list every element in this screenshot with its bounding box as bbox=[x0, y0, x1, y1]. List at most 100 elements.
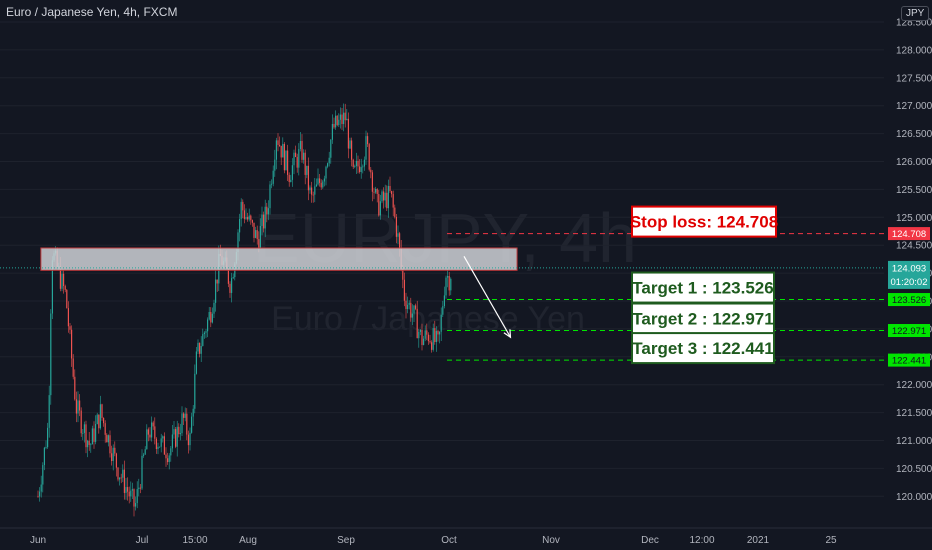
candle-body bbox=[170, 448, 172, 456]
candle-body bbox=[232, 277, 234, 279]
currency-badge[interactable]: JPY bbox=[901, 6, 930, 21]
candle-body bbox=[88, 440, 90, 445]
candle-body bbox=[191, 416, 193, 433]
candle-body bbox=[405, 300, 407, 310]
price-tick-label: 127.000 bbox=[896, 101, 932, 112]
candle-body bbox=[155, 438, 157, 450]
candle-body bbox=[216, 279, 218, 284]
candle-body bbox=[359, 166, 361, 172]
candle-body bbox=[63, 273, 65, 286]
time-axis[interactable]: Jun Jul 15:00 Aug Sep Oct Nov Dec 12:00 2021 25 bbox=[0, 527, 932, 546]
target-box-1 bbox=[631, 271, 775, 304]
candle-body bbox=[355, 160, 357, 166]
candle-body bbox=[378, 194, 380, 216]
candle-body bbox=[341, 114, 343, 125]
target-box-3 bbox=[631, 332, 775, 365]
candle-body bbox=[330, 139, 332, 158]
candle-body bbox=[402, 266, 404, 280]
projection-arrow bbox=[463, 256, 512, 338]
candle-body bbox=[391, 191, 393, 195]
candle-body bbox=[154, 426, 156, 439]
candle-body bbox=[371, 172, 373, 192]
candle-body bbox=[362, 166, 364, 168]
candle-body bbox=[207, 319, 209, 332]
candle-body bbox=[50, 313, 52, 396]
candle-body bbox=[386, 192, 388, 209]
candle-body bbox=[127, 487, 129, 492]
projection-arrow-head bbox=[503, 329, 512, 339]
candle-body bbox=[47, 427, 49, 448]
time-tick-label: Sep bbox=[337, 535, 355, 546]
candle-body bbox=[323, 178, 325, 182]
time-tick-label: 12:00 bbox=[689, 535, 714, 546]
candle-body bbox=[123, 469, 125, 493]
candle-body bbox=[295, 152, 297, 158]
candle-body bbox=[322, 181, 324, 188]
candle-body bbox=[248, 215, 250, 220]
candle-body bbox=[179, 433, 181, 435]
candle-body bbox=[315, 184, 317, 187]
candle-body bbox=[261, 214, 263, 226]
candle-body bbox=[399, 233, 401, 249]
stop-loss-label: Stop loss: 124.708 bbox=[630, 213, 778, 232]
candle-body bbox=[431, 342, 433, 350]
price-tag-label: 124.708 bbox=[892, 229, 926, 240]
price-tick-label: 127.500 bbox=[896, 73, 932, 84]
candle-body bbox=[205, 331, 207, 333]
candle-body bbox=[138, 487, 140, 490]
candle-body bbox=[338, 119, 340, 126]
candle-body bbox=[103, 417, 105, 424]
candle-body bbox=[122, 469, 124, 478]
candle-body bbox=[243, 210, 245, 219]
candle-body bbox=[450, 278, 452, 291]
candle-body bbox=[202, 334, 204, 346]
candle-body bbox=[42, 465, 44, 485]
candle-body bbox=[195, 351, 197, 374]
candle-body bbox=[203, 332, 205, 335]
candle-body bbox=[424, 330, 426, 339]
candle-body bbox=[239, 219, 241, 233]
candle-body bbox=[258, 239, 260, 248]
candle-body bbox=[445, 277, 447, 296]
time-tick-label: 2021 bbox=[747, 535, 770, 546]
time-tick-label: Jul bbox=[136, 535, 149, 546]
candle-body bbox=[43, 447, 45, 466]
candle-body bbox=[426, 330, 428, 335]
drawings-layer[interactable]: Stop loss: 124.708 Target 1 : 123.526 Targ… bbox=[0, 205, 884, 365]
candle-body bbox=[66, 289, 68, 309]
candle-body bbox=[429, 341, 431, 343]
candle-body bbox=[271, 183, 273, 185]
candle-body bbox=[317, 178, 319, 185]
candle-body bbox=[229, 283, 231, 293]
candle-body bbox=[200, 345, 202, 354]
price-tick-label: 128.000 bbox=[896, 45, 932, 56]
candle-body bbox=[344, 112, 346, 121]
symbol-title[interactable]: Euro / Japanese Yen, 4h, FXCM bbox=[6, 5, 178, 19]
candle-body bbox=[215, 279, 217, 303]
candle-body bbox=[247, 217, 249, 220]
candle-body bbox=[395, 216, 397, 237]
candle-body bbox=[408, 302, 410, 305]
candle-body bbox=[143, 454, 145, 456]
candle-body bbox=[298, 149, 300, 168]
candle-body bbox=[383, 191, 385, 201]
candle-body bbox=[111, 453, 113, 461]
candle-body bbox=[250, 215, 252, 221]
target-box-2 bbox=[631, 302, 775, 335]
candle-body bbox=[285, 150, 287, 171]
candle-body bbox=[333, 123, 335, 128]
candle-body bbox=[237, 232, 239, 253]
candle-body bbox=[178, 426, 180, 435]
candle-body bbox=[418, 331, 420, 339]
candle-body bbox=[319, 178, 321, 183]
price-axis[interactable]: 120.000120.500121.000121.500122.000122.5… bbox=[886, 0, 932, 528]
candle-body bbox=[211, 313, 213, 323]
candle-body bbox=[448, 276, 450, 291]
candle-body bbox=[304, 152, 306, 175]
candle-body bbox=[397, 233, 399, 237]
candle-body bbox=[349, 140, 351, 149]
candle-body bbox=[93, 428, 95, 442]
candle-body bbox=[163, 436, 165, 455]
candle-body bbox=[343, 112, 345, 125]
